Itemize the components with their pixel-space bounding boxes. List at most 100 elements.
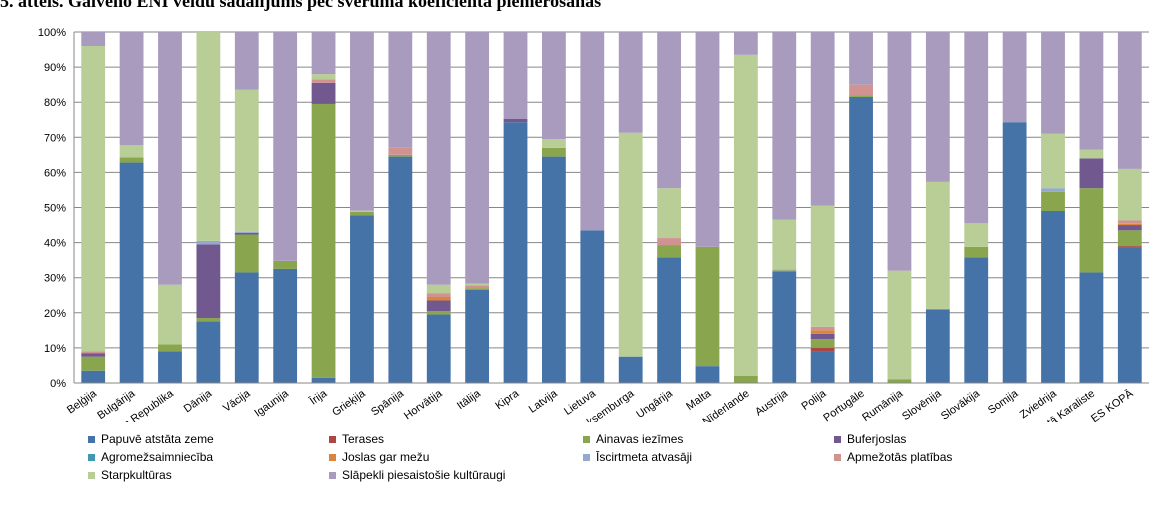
bar-segment	[1079, 158, 1104, 189]
x-category-label: Slovēnija	[900, 387, 944, 422]
bar-segment	[234, 89, 259, 232]
bar-segment	[158, 351, 182, 383]
bar-segment	[350, 210, 374, 212]
bar-segment	[772, 271, 797, 383]
bar-segment	[234, 272, 259, 383]
legend-swatch	[834, 453, 841, 461]
bar-segment	[618, 132, 643, 357]
bar-segment	[81, 370, 106, 383]
x-category-label: Malta	[684, 387, 714, 413]
bar-segment	[388, 147, 413, 155]
bar-segment	[1117, 246, 1142, 248]
y-tick-label: 0%	[50, 378, 66, 390]
bar-segment	[1117, 225, 1142, 231]
legend-swatch	[329, 453, 336, 461]
bar-segment	[580, 32, 605, 231]
bar-segment	[542, 32, 566, 140]
bar-segment	[81, 351, 106, 354]
bar-segment	[273, 32, 298, 261]
legend-label: Terases	[342, 432, 385, 446]
chart-title: 5. attēls. Galvenō ENI veidu sadalījums …	[0, 0, 602, 11]
bar-segment	[695, 32, 720, 247]
legend-swatch	[329, 435, 336, 443]
x-category-label: Īrija	[308, 387, 330, 408]
bar-segment	[1117, 230, 1142, 247]
bar-segment	[311, 32, 336, 75]
legend-label: Slāpekli piesaistošie kultūraugi	[342, 468, 506, 482]
bar-segment	[196, 321, 221, 383]
bar-segment	[925, 309, 950, 383]
bar-segment	[887, 379, 912, 383]
x-category-label: Kipra	[493, 387, 522, 412]
bar-segment	[695, 246, 720, 367]
y-tick-label: 100%	[38, 27, 66, 39]
bar-segment	[542, 139, 566, 148]
bar-segment	[311, 74, 336, 80]
bar-segment	[810, 32, 835, 206]
bar-segment	[887, 32, 912, 271]
y-tick-label: 90%	[44, 62, 66, 74]
bar-segment	[810, 333, 835, 340]
bar-segment	[350, 211, 374, 216]
legend-label: Buferjoslas	[847, 432, 907, 446]
legend-item: Ainavas iezīmes	[583, 431, 683, 447]
y-tick-label: 10%	[44, 343, 66, 355]
bar-segment	[426, 32, 451, 285]
legend-label: Apmežotās platības	[847, 450, 953, 464]
bar-segment	[426, 297, 451, 301]
bar-segment	[426, 314, 451, 383]
bar-segment	[273, 268, 298, 383]
bar-segment	[196, 32, 221, 241]
bar-segment	[273, 260, 298, 269]
bar-segment	[772, 269, 797, 271]
bar-segment	[1079, 32, 1104, 150]
bar-segment	[1117, 168, 1142, 221]
bar-segment	[657, 238, 681, 246]
bar-segment	[158, 344, 182, 352]
x-category-label: Dānija	[182, 387, 215, 415]
bar-segment	[657, 257, 681, 383]
legend-label: Papuvē atstāta zeme	[101, 432, 214, 446]
bar-segment	[119, 157, 144, 163]
bar-segment	[1117, 223, 1142, 224]
bar-segment	[964, 32, 989, 224]
bar-segment	[426, 284, 451, 294]
y-tick-label: 30%	[44, 273, 66, 285]
bar-segment	[618, 32, 643, 133]
bar-segment	[1041, 188, 1065, 192]
legend-swatch	[329, 471, 336, 479]
bar-segment	[1079, 149, 1104, 159]
legend-swatch	[583, 435, 590, 443]
bar-segment	[733, 375, 758, 383]
bar-segment	[810, 339, 835, 348]
bar-segment	[618, 356, 643, 383]
bar-segment	[388, 32, 413, 148]
bar-segment	[1041, 133, 1065, 189]
bar-segment	[311, 79, 336, 83]
legend-item: Slāpekli piesaistošie kultūraugi	[329, 467, 505, 483]
legend-swatch	[88, 453, 95, 461]
x-category-label: Somija	[986, 387, 1021, 417]
bar-segment	[657, 245, 681, 258]
bar-segment	[81, 32, 106, 47]
x-category-label: Polija	[799, 387, 829, 413]
chart-frame: 0% 10% 20% 30% 40% 50% 60% 70% 80% 90% 100% Beļģija…	[0, 22, 1155, 511]
stacked-bar-chart: 0%10%20%30%40%50%60%70%80%90%100%Beļģija…	[38, 27, 1149, 422]
bar-segment	[311, 377, 336, 383]
legend-item: Apmežotās platības	[834, 449, 952, 465]
x-category-label: Slovākija	[939, 387, 983, 422]
legend-swatch	[88, 435, 95, 443]
bar-segment	[733, 32, 758, 55]
bar-segment	[925, 32, 950, 182]
bar-segment	[119, 145, 144, 158]
bar-segment	[849, 84, 873, 96]
bar-segment	[119, 32, 144, 146]
legend-item: Papuvē atstāta zeme	[88, 431, 214, 447]
bar-segment	[196, 240, 221, 245]
bar-segment	[964, 246, 989, 258]
legend-item: Agromežsaimniecība	[88, 449, 213, 465]
legend-item: Joslas gar mežu	[329, 449, 429, 465]
legend-item: Starpkultūras	[88, 467, 172, 483]
x-category-label: Austrija	[753, 387, 791, 418]
bar-segment	[388, 154, 413, 157]
